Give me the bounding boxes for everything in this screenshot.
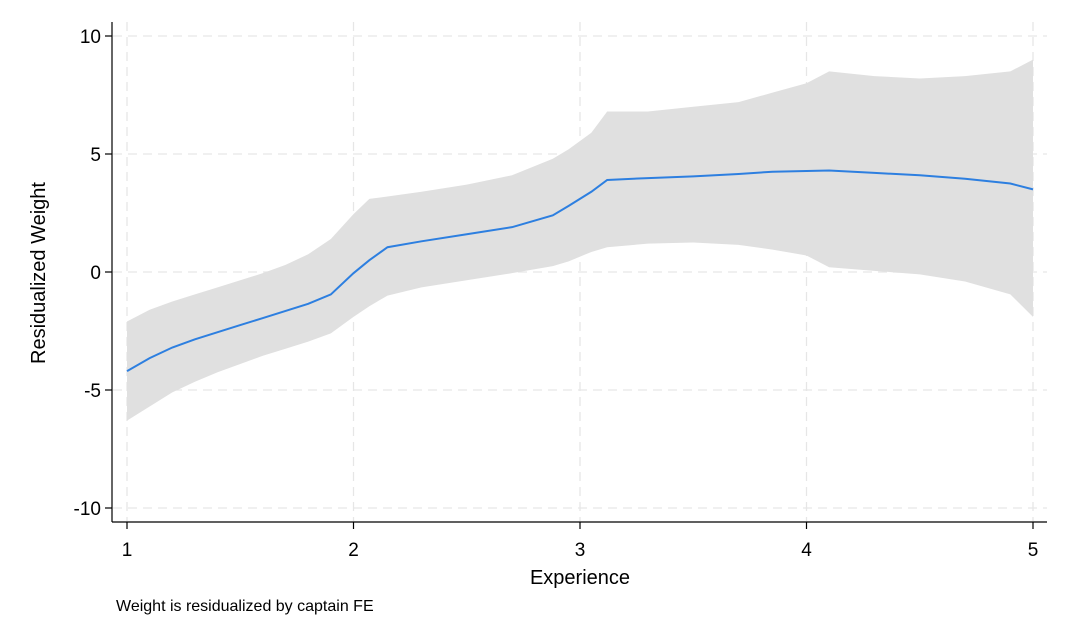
chart-note: Weight is residualized by captain FE: [116, 598, 374, 615]
tick-marks: -10 -5 0 5 10 1 2 3 4 5: [74, 27, 1039, 561]
x-tick-label: 5: [1028, 540, 1039, 561]
x-axis-title: Experience: [530, 567, 630, 589]
x-tick-label: 4: [801, 540, 812, 561]
confidence-band: [127, 59, 1033, 421]
x-tick-label: 1: [122, 540, 133, 561]
x-tick-label: 3: [575, 540, 586, 561]
fitted-line: [126, 169, 1034, 372]
x-tick-label: 2: [348, 540, 359, 561]
y-tick-label: 10: [80, 27, 101, 48]
y-tick-label: 0: [90, 263, 101, 284]
y-tick-label: -5: [84, 381, 101, 402]
y-tick-label: 5: [90, 145, 101, 166]
y-axis-title: Residualized Weight: [28, 182, 50, 364]
y-tick-label: -10: [74, 499, 101, 520]
